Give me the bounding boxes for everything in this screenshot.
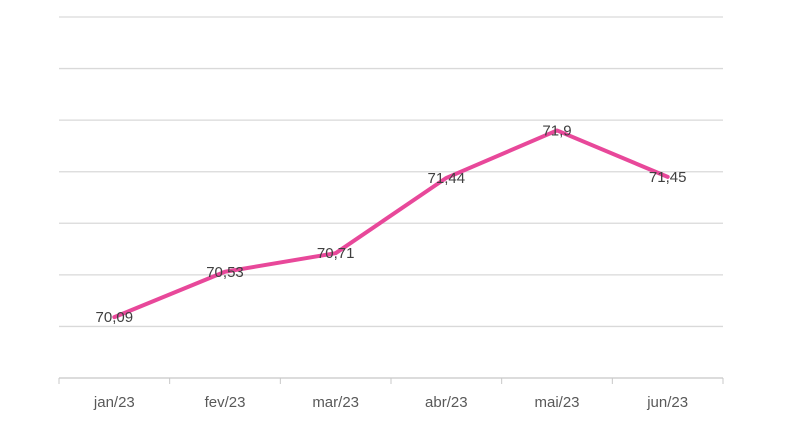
data-label: 71,45 [649, 169, 687, 186]
data-label: 70,53 [206, 264, 244, 281]
x-tick-label: abr/23 [425, 394, 468, 411]
x-axis-labels: jan/23 fev/23 mar/23 abr/23 mai/23 jun/23 [93, 394, 688, 411]
data-label: 70,71 [317, 245, 355, 262]
data-label: 70,09 [96, 309, 134, 326]
data-labels: 70,09 70,53 70,71 71,44 71,9 71,45 [96, 122, 687, 326]
x-tick-label: mai/23 [534, 394, 579, 411]
x-axis-ticks [58, 378, 724, 384]
x-tick-label: jun/23 [646, 394, 688, 411]
x-tick-label: mar/23 [312, 394, 359, 411]
x-tick-label: fev/23 [205, 394, 246, 411]
series-line [112, 128, 670, 320]
gridlines [59, 16, 723, 328]
data-label: 71,44 [428, 170, 466, 187]
data-label: 71,9 [542, 122, 571, 139]
x-tick-label: jan/23 [93, 394, 135, 411]
